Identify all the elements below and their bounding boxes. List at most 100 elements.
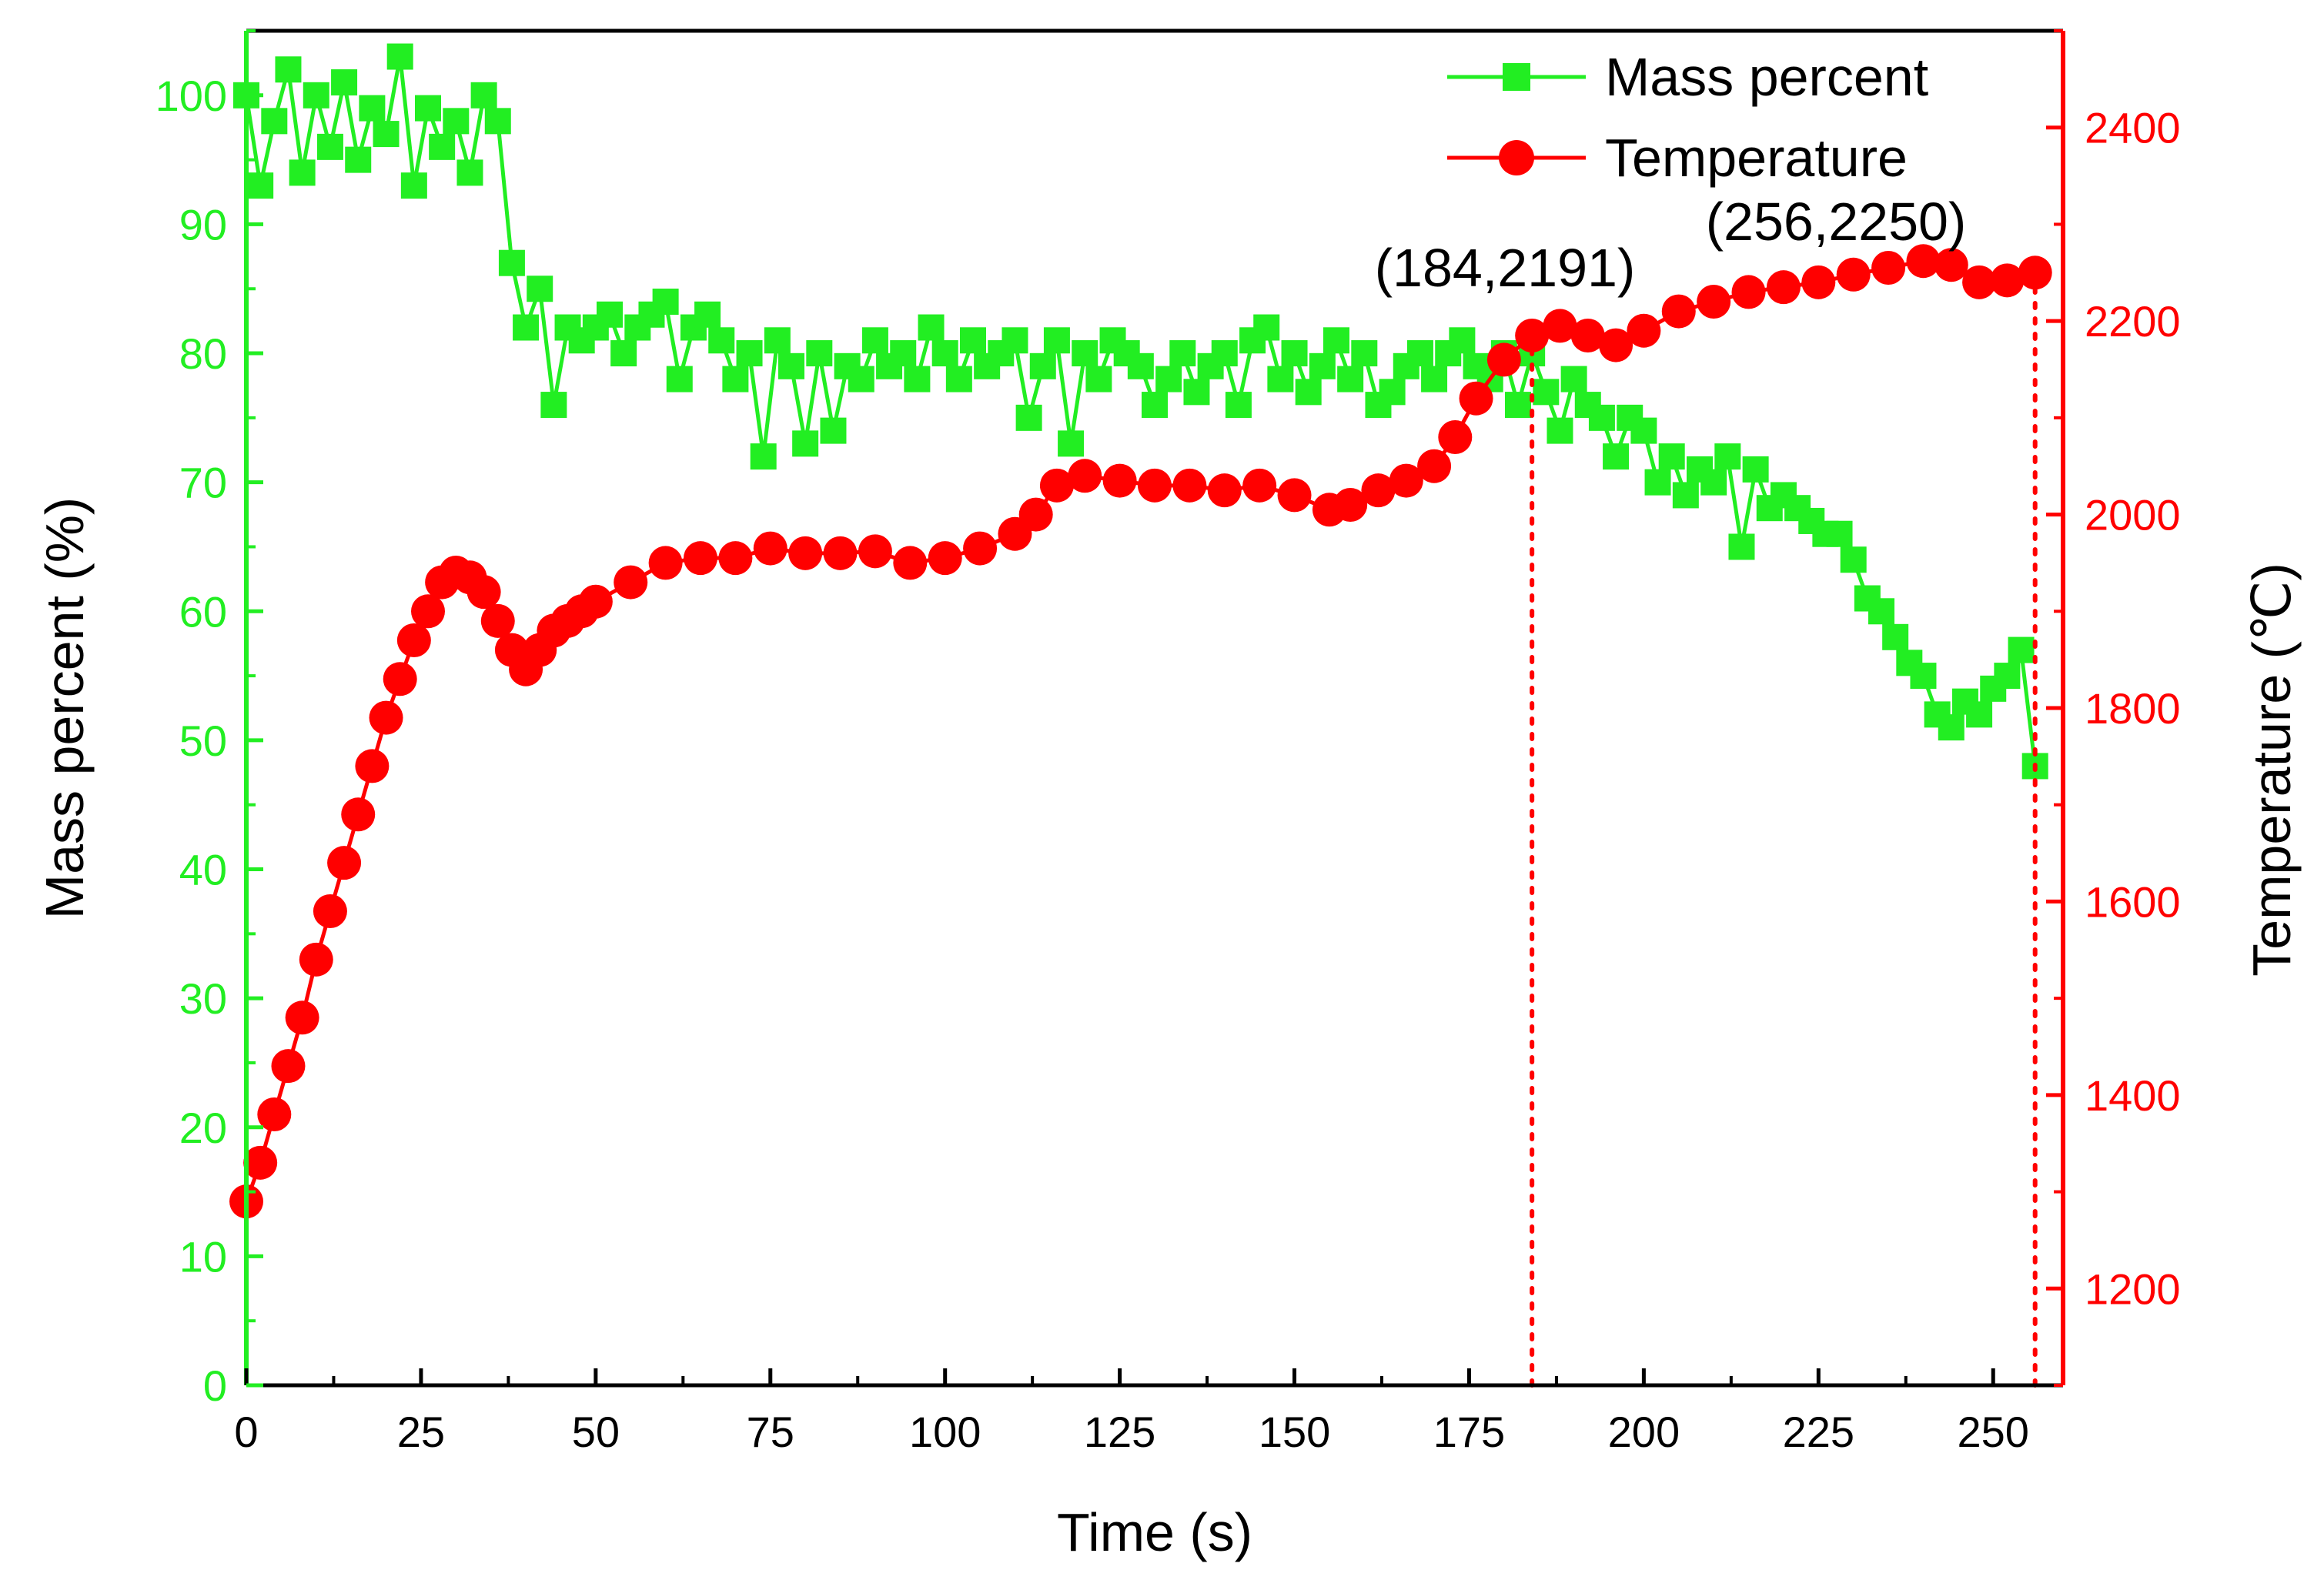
x-tick-label: 150	[1259, 1408, 1330, 1456]
left-tick-label: 20	[179, 1104, 227, 1152]
x-tick-label: 50	[572, 1408, 620, 1456]
mass-point	[373, 121, 400, 148]
right-axis-ticks: 1200 1400 1600 1800 2000 2200 2400	[2046, 29, 2181, 1387]
temperature-point	[313, 894, 347, 928]
x-tick-label: 175	[1433, 1408, 1505, 1456]
temperature-point	[1438, 420, 1473, 454]
mass-point	[359, 95, 386, 122]
annotation-lines	[1530, 270, 2038, 1388]
mass-point	[806, 340, 833, 367]
legend-temperature-label: Temperature	[1605, 128, 1908, 188]
mass-point	[456, 159, 483, 186]
mass-point	[470, 82, 497, 109]
x-tick-label: 125	[1084, 1408, 1155, 1456]
temperature-point	[383, 662, 417, 696]
temperature-point	[858, 534, 892, 569]
mass-point	[513, 314, 540, 341]
mass-point	[1938, 714, 1965, 741]
mass-point	[820, 417, 847, 444]
mass-point	[778, 352, 804, 379]
mass-point	[1142, 392, 1168, 419]
mass-point	[960, 327, 986, 354]
mass-point	[1058, 430, 1085, 457]
mass-point	[1560, 366, 1587, 392]
temperature-point	[1906, 244, 1941, 279]
right-axis-title: Temperature (℃)	[2242, 563, 2302, 977]
mass-point	[1211, 340, 1238, 367]
legend-mass-label: Mass percent	[1605, 47, 1928, 107]
mass-point	[610, 340, 637, 367]
right-tick-label: 1400	[2085, 1071, 2181, 1120]
temperature-point	[1417, 449, 1452, 483]
mass-point	[931, 340, 958, 367]
annotation-label-2: (256,2250)	[1706, 192, 1967, 252]
mass-point	[484, 108, 511, 135]
mass-point	[261, 108, 288, 135]
temperature-point	[1018, 497, 1053, 532]
mass-point	[1505, 392, 1531, 419]
mass-point	[1001, 327, 1028, 354]
mass-point	[764, 327, 791, 354]
mass-point	[1267, 366, 1294, 392]
left-axis-ticks: 0 10 20 30 40 50 60 70 80 90 100	[155, 29, 263, 1410]
x-tick-label: 200	[1608, 1408, 1680, 1456]
temperature-point	[1207, 473, 1242, 508]
mass-point	[527, 276, 553, 302]
x-tick-label: 0	[234, 1408, 258, 1456]
annotation-label-1: (184,2191)	[1375, 238, 1636, 298]
mass-point	[1281, 340, 1308, 367]
mass-point	[1029, 352, 1056, 379]
legend: Mass percent Temperature	[1447, 47, 1928, 188]
mass-point	[792, 430, 819, 457]
x-axis-title: Time (s)	[1057, 1502, 1252, 1562]
mass-point	[540, 392, 567, 419]
temperature-point	[396, 623, 431, 657]
mass-point	[1015, 404, 1042, 431]
mass-point	[1421, 366, 1448, 392]
mass-point	[666, 366, 693, 392]
mass-point	[861, 327, 888, 354]
mass-point	[1533, 379, 1560, 406]
mass-point	[316, 133, 343, 160]
mass-point	[2008, 636, 2035, 663]
mass-point	[429, 133, 456, 160]
temperature-point	[327, 846, 362, 880]
left-tick-label: 80	[179, 329, 227, 378]
mass-point	[345, 146, 372, 173]
temperature-point	[1731, 275, 1766, 309]
mass-point	[247, 172, 274, 199]
mass-point	[1169, 340, 1196, 367]
temperature-point	[928, 541, 962, 576]
temperature-point	[1039, 468, 1074, 503]
temperature-point	[1766, 270, 1801, 305]
left-tick-label: 100	[155, 72, 227, 120]
mass-point	[1225, 392, 1252, 419]
left-tick-label: 30	[179, 974, 227, 1023]
x-tick-label: 225	[1783, 1408, 1854, 1456]
legend-mass-marker	[1503, 63, 1530, 91]
right-tick-label: 1800	[2085, 684, 2181, 733]
mass-point	[1155, 366, 1182, 392]
mass-point	[1826, 520, 1853, 547]
temperature-point	[1172, 468, 1207, 503]
x-axis-ticks: 0 25 50 75 100 125 150 175 200 225 250	[234, 1368, 2029, 1456]
temperature-point	[718, 541, 753, 576]
left-axis-title: Mass percent (%)	[35, 497, 95, 919]
mass-point	[1295, 379, 1322, 406]
mass-point	[1043, 327, 1070, 354]
right-tick-label: 2200	[2085, 297, 2181, 346]
series-layer	[229, 43, 2052, 1219]
temperature-point	[341, 797, 376, 832]
left-tick-label: 70	[179, 459, 227, 507]
mass-point	[1323, 327, 1349, 354]
mass-point	[1072, 340, 1098, 367]
mass-point	[1672, 482, 1699, 509]
x-tick-label: 75	[747, 1408, 794, 1456]
temperature-point	[466, 575, 501, 610]
temperature-point	[963, 531, 998, 566]
mass-point	[331, 69, 358, 96]
temperature-point	[1627, 313, 1661, 348]
mass-point	[1351, 340, 1378, 367]
temperature-point	[1068, 459, 1102, 493]
x-tick-label: 250	[1958, 1408, 2029, 1456]
